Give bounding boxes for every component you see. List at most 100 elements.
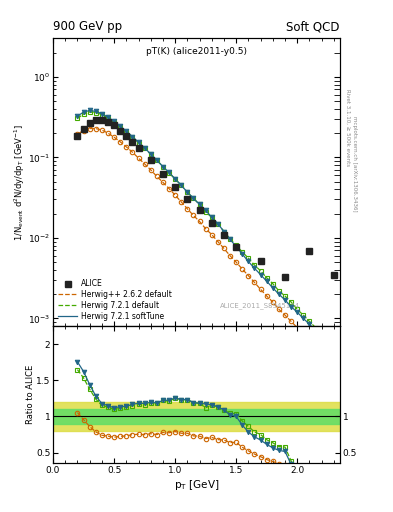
Herwig 7.2.1 default [246, 255, 251, 261]
Herwig 7.2.1 default [130, 134, 135, 140]
Herwig++ 2.6.2 default [270, 299, 275, 305]
Herwig 7.2.1 softTune [106, 114, 110, 120]
Herwig++ 2.6.2 default [264, 293, 269, 299]
Herwig 7.2.1 default [167, 170, 171, 176]
Herwig++ 2.6.2 default [142, 161, 147, 167]
ALICE [112, 122, 116, 129]
ALICE [258, 258, 263, 264]
Herwig 7.2.1 softTune [240, 251, 244, 257]
Herwig++ 2.6.2 default [130, 149, 135, 155]
Herwig++ 2.6.2 default [81, 127, 86, 134]
Herwig 7.2.1 default [301, 312, 306, 318]
Herwig 7.2.1 default [154, 157, 159, 163]
ALICE [124, 133, 129, 139]
Herwig 7.2.1 default [264, 275, 269, 281]
Herwig 7.2.1 default [240, 249, 244, 255]
ALICE [185, 197, 190, 203]
Text: Soft QCD: Soft QCD [286, 20, 340, 33]
Legend: ALICE, Herwig++ 2.6.2 default, Herwig 7.2.1 default, Herwig 7.2.1 softTune: ALICE, Herwig++ 2.6.2 default, Herwig 7.… [57, 278, 173, 323]
Herwig 7.2.1 default [197, 201, 202, 207]
ALICE [173, 184, 178, 190]
Herwig 7.2.1 default [270, 281, 275, 287]
Text: pT(K) (alice2011-y0.5): pT(K) (alice2011-y0.5) [146, 47, 247, 56]
Herwig 7.2.1 softTune [319, 334, 324, 340]
ALICE [234, 244, 239, 250]
Herwig 7.2.1 softTune [234, 244, 239, 250]
Herwig 7.2.1 softTune [87, 108, 92, 114]
Herwig++ 2.6.2 default [185, 206, 190, 212]
Line: Herwig++ 2.6.2 default: Herwig++ 2.6.2 default [77, 129, 321, 352]
Herwig 7.2.1 softTune [94, 109, 98, 115]
Herwig 7.2.1 default [258, 268, 263, 274]
Herwig 7.2.1 softTune [203, 207, 208, 214]
Herwig 7.2.1 softTune [228, 236, 232, 242]
Herwig++ 2.6.2 default [154, 174, 159, 180]
Herwig++ 2.6.2 default [240, 266, 244, 272]
Herwig 7.2.1 default [319, 330, 324, 336]
Herwig++ 2.6.2 default [313, 343, 318, 349]
ALICE [118, 127, 123, 134]
Herwig 7.2.1 default [87, 109, 92, 115]
ALICE [81, 126, 86, 132]
Herwig 7.2.1 softTune [124, 128, 129, 134]
Herwig++ 2.6.2 default [258, 286, 263, 292]
Herwig 7.2.1 softTune [191, 195, 196, 201]
ALICE [75, 133, 80, 139]
Herwig++ 2.6.2 default [215, 239, 220, 245]
Herwig 7.2.1 default [307, 318, 312, 325]
ALICE [94, 117, 98, 123]
Y-axis label: Ratio to ALICE: Ratio to ALICE [26, 365, 35, 424]
Herwig++ 2.6.2 default [112, 134, 116, 140]
Herwig 7.2.1 default [75, 115, 80, 121]
Herwig 7.2.1 softTune [142, 145, 147, 151]
Herwig 7.2.1 softTune [209, 215, 214, 221]
Herwig 7.2.1 softTune [173, 176, 178, 182]
Herwig++ 2.6.2 default [203, 226, 208, 232]
Herwig++ 2.6.2 default [252, 280, 257, 286]
ALICE [106, 119, 110, 125]
Herwig 7.2.1 softTune [258, 271, 263, 278]
Herwig 7.2.1 softTune [154, 157, 159, 163]
Herwig++ 2.6.2 default [99, 127, 104, 133]
Herwig 7.2.1 softTune [167, 169, 171, 176]
Herwig 7.2.1 default [142, 145, 147, 152]
Herwig 7.2.1 default [112, 119, 116, 125]
Herwig 7.2.1 softTune [185, 189, 190, 195]
ALICE [283, 273, 287, 280]
Herwig 7.2.1 default [228, 236, 232, 242]
Herwig++ 2.6.2 default [295, 325, 299, 331]
Herwig 7.2.1 softTune [99, 111, 104, 117]
Herwig++ 2.6.2 default [118, 139, 123, 145]
ALICE [99, 116, 104, 122]
ALICE [197, 207, 202, 214]
ALICE [149, 157, 153, 163]
Herwig++ 2.6.2 default [228, 253, 232, 259]
Herwig 7.2.1 default [179, 182, 184, 188]
Herwig++ 2.6.2 default [106, 130, 110, 136]
Herwig 7.2.1 default [295, 306, 299, 312]
Herwig++ 2.6.2 default [222, 245, 226, 251]
Herwig 7.2.1 softTune [81, 109, 86, 115]
Herwig 7.2.1 default [136, 140, 141, 146]
Herwig++ 2.6.2 default [87, 125, 92, 132]
Herwig++ 2.6.2 default [277, 306, 281, 312]
Herwig 7.2.1 softTune [197, 201, 202, 207]
ALICE [209, 220, 214, 226]
Herwig 7.2.1 softTune [270, 285, 275, 291]
Herwig 7.2.1 softTune [112, 118, 116, 124]
Herwig 7.2.1 softTune [295, 309, 299, 315]
Herwig 7.2.1 default [215, 221, 220, 227]
Herwig 7.2.1 softTune [75, 113, 80, 119]
Herwig 7.2.1 default [124, 129, 129, 135]
Herwig++ 2.6.2 default [173, 192, 178, 198]
Herwig 7.2.1 softTune [161, 163, 165, 169]
ALICE [130, 139, 135, 145]
Text: ALICE_2011_S8945144: ALICE_2011_S8945144 [220, 302, 299, 309]
Herwig++ 2.6.2 default [149, 167, 153, 173]
Herwig++ 2.6.2 default [209, 231, 214, 238]
Text: Rivet 3.1.10, ≥ 500k events: Rivet 3.1.10, ≥ 500k events [345, 90, 350, 166]
Herwig 7.2.1 softTune [246, 259, 251, 265]
Herwig 7.2.1 softTune [130, 134, 135, 140]
Herwig 7.2.1 default [185, 189, 190, 195]
Herwig 7.2.1 softTune [149, 151, 153, 157]
